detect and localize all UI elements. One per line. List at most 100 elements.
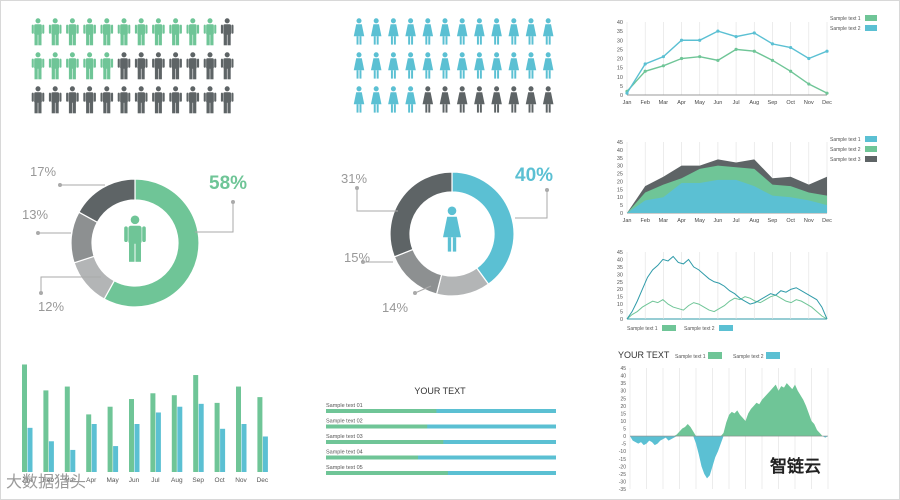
person-leg xyxy=(175,34,180,46)
person-head xyxy=(373,52,379,58)
person-dress xyxy=(405,24,416,37)
person-dress xyxy=(422,92,434,105)
pictograph-person xyxy=(186,52,200,80)
person-leg xyxy=(55,68,59,80)
person-dress xyxy=(508,24,520,37)
person-leg xyxy=(68,34,73,46)
pictograph-person xyxy=(422,18,434,45)
pictograph-person xyxy=(100,52,114,80)
pictograph-person xyxy=(83,18,96,46)
pictograph-person xyxy=(508,86,520,113)
bar-label: Sample text 05 xyxy=(326,465,363,471)
person-head xyxy=(104,18,110,24)
pictograph-person xyxy=(83,52,96,80)
person-leg xyxy=(193,34,197,46)
person-arm xyxy=(83,92,86,102)
person-leg xyxy=(158,102,162,114)
person-leg xyxy=(390,36,393,45)
x-tick-label: May xyxy=(695,218,706,224)
person-leg xyxy=(38,102,42,114)
person-leg xyxy=(120,102,124,114)
person-leg xyxy=(103,34,107,46)
person-leg xyxy=(356,104,359,113)
person-arm xyxy=(134,92,137,102)
person-leg xyxy=(124,34,128,46)
person-leg xyxy=(107,34,111,46)
pictograph-person xyxy=(405,18,416,45)
person-leg xyxy=(68,102,73,114)
bar xyxy=(113,446,119,472)
y-tick-label: 15 xyxy=(620,411,626,417)
pictograph-person xyxy=(456,86,468,113)
person-arm xyxy=(66,24,69,34)
leader-line xyxy=(40,276,101,291)
progress-track xyxy=(326,424,556,429)
bar xyxy=(64,386,70,472)
series-line xyxy=(626,294,828,320)
progress-fill xyxy=(326,471,448,475)
y-tick-label: 5 xyxy=(623,427,626,433)
legend-label: Sample text 1 xyxy=(627,326,658,332)
donut-slice xyxy=(73,255,116,300)
person-dress xyxy=(405,92,416,105)
person-torso xyxy=(102,92,111,103)
person-head xyxy=(528,18,534,24)
person-torso xyxy=(223,58,232,69)
data-point xyxy=(698,38,702,42)
pictograph-person xyxy=(353,86,365,113)
person-head xyxy=(390,18,396,24)
person-torso xyxy=(68,92,77,103)
y-tick-label: 45 xyxy=(620,366,626,372)
person-torso xyxy=(51,24,60,35)
legend-label: Sample text 2 xyxy=(830,147,861,153)
person-leg xyxy=(120,34,124,46)
person-leg xyxy=(55,102,59,114)
person-leg xyxy=(494,70,497,79)
x-tick-label: Jul xyxy=(733,218,740,224)
person-leg xyxy=(390,104,393,113)
person-torso xyxy=(51,92,60,103)
legend-swatch xyxy=(865,146,877,152)
pictograph-person xyxy=(370,18,382,45)
person-dress xyxy=(370,92,382,105)
percent-label-main: 40% xyxy=(515,165,553,186)
person-arm xyxy=(179,24,182,34)
series-line xyxy=(626,255,828,320)
y-tick-label: 35 xyxy=(617,265,623,271)
person-dress xyxy=(439,92,451,105)
person-leg xyxy=(476,104,479,113)
pictograph-person xyxy=(203,86,217,114)
person-leg xyxy=(425,36,428,45)
y-tick-label: 0 xyxy=(620,317,623,323)
y-tick-label: 45 xyxy=(617,140,623,146)
pictograph-person xyxy=(474,86,485,113)
person-torso xyxy=(120,58,128,69)
person-head xyxy=(207,18,213,24)
person-arm xyxy=(93,58,96,68)
data-point xyxy=(643,69,647,73)
person-head xyxy=(87,18,93,24)
progress-track xyxy=(326,455,556,460)
person-head xyxy=(545,18,551,24)
legend-label: Sample text 2 xyxy=(830,26,861,32)
person-leg xyxy=(51,34,55,46)
person-leg xyxy=(514,36,517,45)
person-leg xyxy=(141,68,145,80)
y-tick-label: 20 xyxy=(620,404,626,410)
person-leg xyxy=(137,102,141,114)
pictograph-person xyxy=(48,18,62,46)
pictograph-person xyxy=(525,52,537,79)
person-head xyxy=(408,86,414,92)
person-leg xyxy=(511,70,514,79)
person-leg xyxy=(103,102,107,114)
person-head xyxy=(545,86,551,92)
x-tick-label: Aug xyxy=(749,100,759,106)
person-dress xyxy=(542,58,554,71)
negative-area xyxy=(630,436,828,479)
person-torso xyxy=(34,58,42,69)
person-arm xyxy=(59,58,62,68)
person-dress xyxy=(370,24,382,37)
person-icon xyxy=(443,206,461,252)
x-tick-label: Aug xyxy=(171,477,183,484)
person-leg xyxy=(129,242,135,262)
